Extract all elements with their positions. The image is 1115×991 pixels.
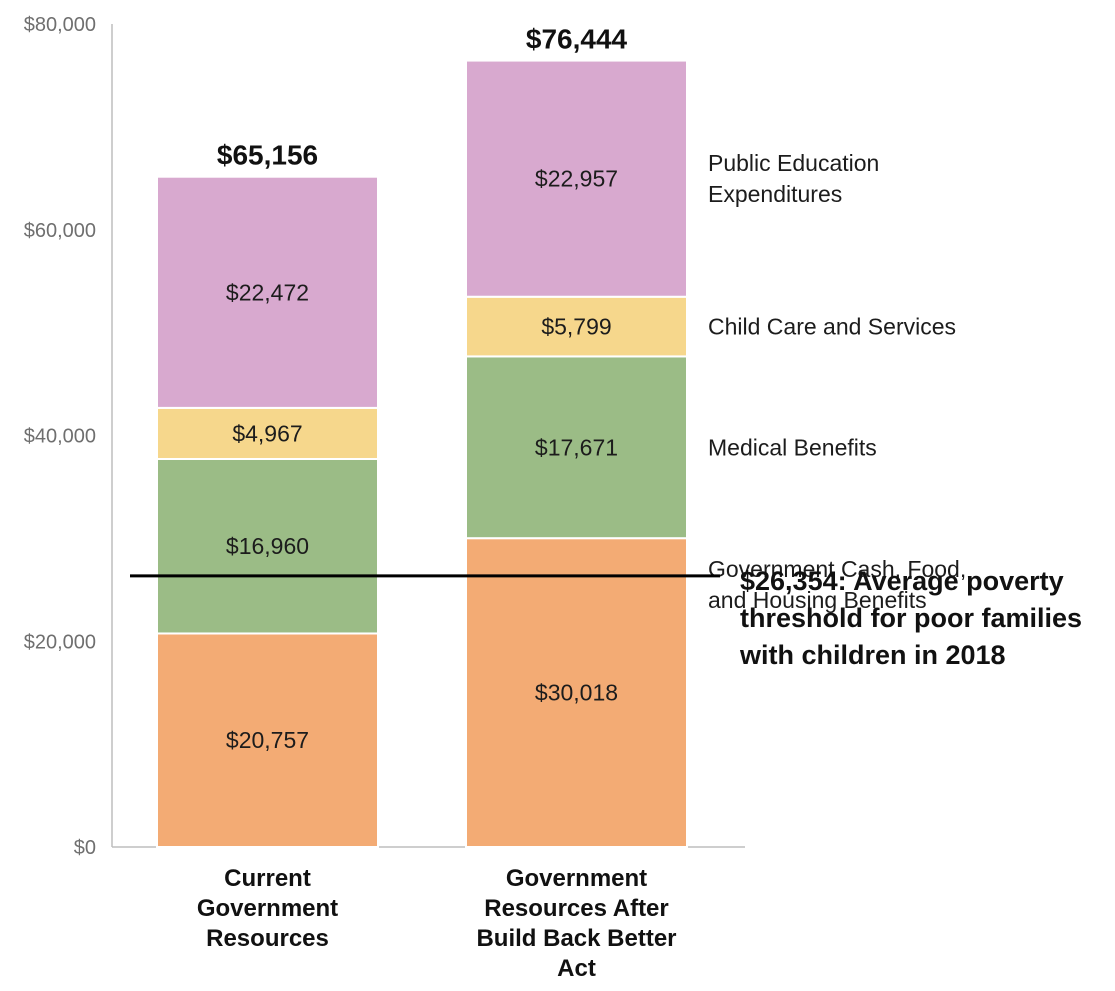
bar-segment — [156, 406, 379, 460]
segment-value-label: $4,967 — [232, 420, 302, 446]
category-label: Current — [224, 865, 311, 892]
poverty-threshold-annotation: with children in 2018 — [739, 640, 1006, 670]
category-label: Resources After — [484, 895, 669, 922]
poverty-threshold-annotation: $26,354: Average poverty — [740, 566, 1064, 596]
segment-value-label: $20,757 — [226, 727, 309, 753]
bar-total-label: $76,444 — [526, 24, 628, 55]
bar-segment — [156, 175, 379, 409]
category-label: Resources — [206, 925, 329, 952]
segment-value-label: $5,799 — [541, 314, 611, 340]
bar-segment — [465, 537, 688, 848]
y-tick-label: $80,000 — [24, 14, 96, 36]
y-tick-label: $40,000 — [24, 426, 96, 448]
segment-value-label: $16,960 — [226, 533, 309, 559]
y-tick-label: $0 — [74, 837, 96, 859]
segment-value-label: $22,957 — [535, 166, 618, 192]
category-label: Build Back Better — [476, 925, 676, 952]
bar-total-label: $65,156 — [217, 140, 318, 171]
legend-entry: Expenditures — [708, 181, 842, 207]
y-tick-label: $60,000 — [24, 220, 96, 242]
legend-entry: Public Education — [708, 150, 879, 176]
y-tick-label: $20,000 — [24, 631, 96, 653]
bar-segment — [465, 295, 688, 358]
legend-entry: and Housing Benefits — [708, 587, 927, 613]
bar-segment — [465, 59, 688, 298]
category-label: Government — [506, 865, 647, 892]
segment-value-label: $22,472 — [226, 279, 309, 305]
poverty-threshold-annotation: threshold for poor families — [740, 603, 1082, 633]
bar-segment — [465, 355, 688, 540]
category-label: Government — [197, 895, 338, 922]
category-label: Act — [557, 955, 596, 982]
legend-entry: Medical Benefits — [708, 434, 877, 460]
bar-segment — [156, 632, 379, 848]
legend-entry: Child Care and Services — [708, 314, 956, 340]
segment-value-label: $30,018 — [535, 680, 618, 706]
segment-value-label: $17,671 — [535, 434, 618, 460]
legend-entry: Government Cash, Food, — [708, 556, 966, 582]
